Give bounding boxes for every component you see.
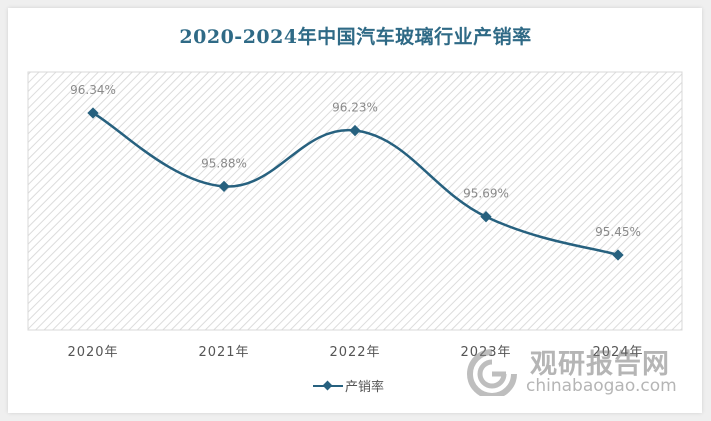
- watermark-cn-text: 观研报告网: [530, 349, 670, 380]
- plot-area: [27, 71, 683, 331]
- x-axis-label: 2021年: [198, 345, 249, 360]
- x-axis-ticks: 2020年 2021年 2022年 2023年 2024年: [67, 345, 643, 360]
- legend: 产销率: [313, 376, 384, 395]
- x-axis-label: 2022年: [329, 345, 380, 360]
- data-label: 96.34%: [70, 83, 116, 97]
- data-point-diamond-icon: [349, 124, 361, 137]
- chart-title: 2020-2024年中国汽车玻璃行业产销率: [179, 26, 532, 48]
- legend-line-diamond-icon: [313, 380, 343, 392]
- data-label: 95.69%: [463, 187, 509, 201]
- data-point-diamond-icon: [612, 249, 624, 261]
- data-label: 95.88%: [201, 156, 247, 170]
- watermark-logo-icon: [467, 349, 517, 396]
- legend-label: 产销率: [345, 380, 385, 395]
- data-point-diamond-icon: [480, 211, 492, 223]
- data-label: 95.45%: [595, 225, 641, 239]
- watermark-en-text: chinabaogao.com: [526, 376, 677, 396]
- x-axis-label: 2024年: [592, 345, 643, 360]
- data-point-diamond-icon: [218, 180, 230, 193]
- data-labels: 96.34% 95.88% 96.23% 95.69% 95.45%: [70, 83, 641, 239]
- watermark: 观研报告网 chinabaogao.com: [462, 342, 702, 402]
- data-label: 96.23%: [332, 101, 378, 115]
- x-axis-label: 2020年: [67, 345, 118, 360]
